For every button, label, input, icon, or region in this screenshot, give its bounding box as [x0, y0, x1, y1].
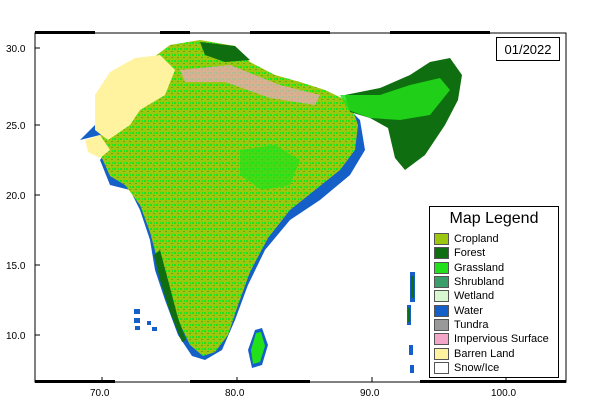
y-tick-label: 15.0: [6, 261, 26, 272]
forest-west-ghats: [154, 250, 186, 342]
barren-desert: [95, 55, 175, 140]
northeast-grassland: [340, 78, 450, 120]
legend-swatch: [434, 276, 449, 289]
x-tick-label: 90.0: [360, 388, 380, 399]
forest-himalaya: [200, 42, 250, 62]
andaman-islands: [407, 272, 415, 373]
legend-label: Wetland: [454, 290, 495, 303]
legend-label: Shrubland: [454, 276, 505, 289]
sri-lanka-land: [251, 332, 265, 364]
legend-swatch: [434, 233, 449, 246]
legend-item: Impervious Surface: [434, 332, 558, 346]
legend-item: Water: [434, 303, 558, 317]
legend-swatch: [434, 290, 449, 303]
legend-swatch: [434, 333, 449, 346]
legend-item: Barren Land: [434, 346, 558, 360]
x-tick-label: 80.0: [225, 388, 245, 399]
legend-label: Impervious Surface: [454, 333, 549, 346]
forest-central: [240, 145, 300, 190]
legend-item: Wetland: [434, 289, 558, 303]
india-landmass: [96, 40, 358, 356]
legend-swatch: [434, 318, 449, 331]
legend-item: Tundra: [434, 318, 558, 332]
legend-swatch: [434, 261, 449, 274]
legend-swatch: [434, 247, 449, 260]
legend-swatch: [434, 347, 449, 360]
legend-item: Snow/Ice: [434, 361, 558, 375]
impervious-band: [180, 65, 320, 105]
legend-item: Grassland: [434, 261, 558, 275]
map-legend: Map Legend Cropland Forest Grassland Shrubl…: [429, 206, 559, 378]
lakshadweep-islands: [134, 309, 157, 331]
legend-items: Cropland Forest Grassland Shrubland Wetland W…: [430, 232, 558, 375]
legend-swatch: [434, 361, 449, 374]
y-tick-label: 10.0: [6, 331, 26, 342]
y-tick-label: 30.0: [6, 44, 26, 55]
legend-title: Map Legend: [449, 210, 539, 227]
legend-item: Shrubland: [434, 275, 558, 289]
legend-label: Cropland: [454, 233, 499, 246]
legend-label: Grassland: [454, 261, 505, 274]
legend-item: Forest: [434, 246, 558, 260]
y-axis: 30.0 25.0 20.0 15.0 10.0: [6, 44, 40, 342]
x-tick-label: 70.0: [90, 388, 110, 399]
barren-kutch: [85, 135, 110, 158]
legend-item: Cropland: [434, 232, 558, 246]
legend-label: Tundra: [454, 318, 489, 331]
x-tick-label: 100.0: [491, 388, 516, 399]
legend-label: Water: [454, 304, 483, 317]
frame-ticks: [35, 31, 566, 383]
legend-label: Barren Land: [454, 347, 515, 360]
y-tick-label: 25.0: [6, 121, 26, 132]
y-tick-label: 20.0: [6, 191, 26, 202]
legend-swatch: [434, 304, 449, 317]
date-label: 01/2022: [496, 37, 560, 61]
legend-label: Snow/Ice: [454, 361, 500, 374]
legend-label: Forest: [454, 247, 486, 260]
